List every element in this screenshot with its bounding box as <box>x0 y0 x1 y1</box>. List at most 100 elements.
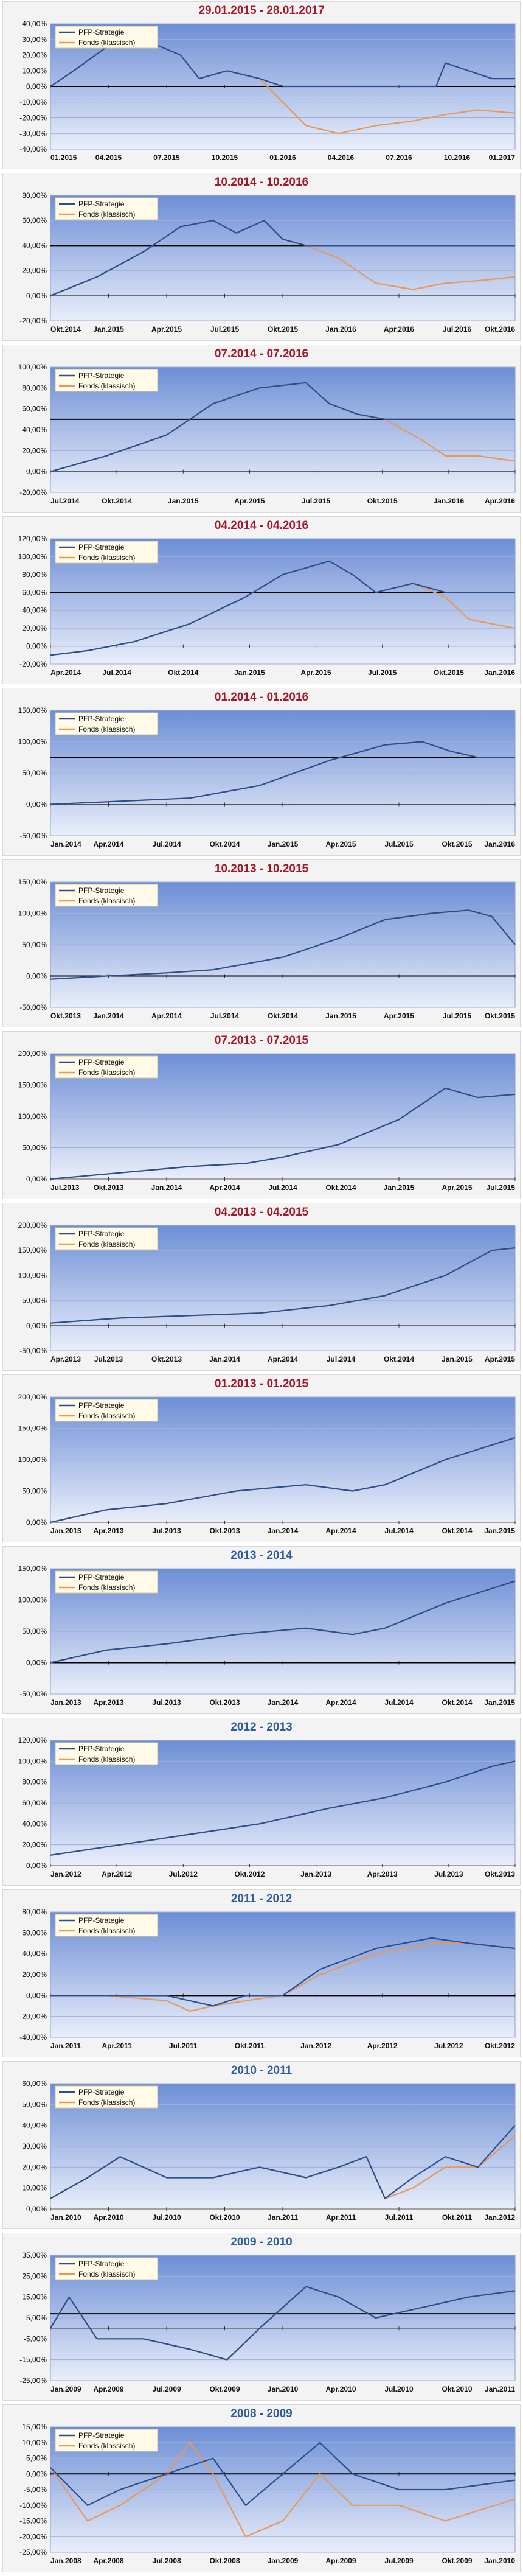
y-tick-label: -15,00% <box>19 2356 47 2364</box>
x-tick-label: Jan.2010 <box>268 2385 299 2393</box>
x-tick-label: Jul.2010 <box>152 2213 181 2222</box>
x-tick-label: Okt.2012 <box>234 1870 265 1878</box>
y-tick-label: 0,00% <box>26 1518 47 1527</box>
x-tick-label: Apr.2012 <box>367 2042 398 2050</box>
chart-panel: 2008 - 2009 -25,00% -20,00% -15,00% -10,00% -… <box>2 2404 521 2572</box>
y-tick-label: 40,00% <box>22 425 47 434</box>
legend-label: PFP-Strategie <box>78 715 125 723</box>
x-tick-label: Apr.2008 <box>93 2557 123 2565</box>
x-tick-label: Jan.2015 <box>484 1527 515 1535</box>
chart-title: 2008 - 2009 <box>230 2407 293 2420</box>
legend: PFP-Strategie Fonds (klassisch) <box>55 1742 158 1765</box>
y-tick-label: -10,00% <box>19 98 47 107</box>
legend: PFP-Strategie Fonds (klassisch) <box>55 369 158 392</box>
legend-label: PFP-Strategie <box>78 1573 125 1581</box>
y-tick-label: 120,00% <box>18 535 47 543</box>
x-tick-label: Jan.2014 <box>268 1527 299 1535</box>
series-line <box>50 382 515 472</box>
x-tick-label: Jan.2015 <box>234 668 265 677</box>
chart-svg: 0,00% 50,00% 100,00% 150,00% 200,00% Jan.2013… <box>18 1393 516 1535</box>
x-tick-label: Apr.2014 <box>325 1527 356 1535</box>
x-tick-label: Jul.2015 <box>368 668 397 677</box>
x-tick-label: Apr.2015 <box>325 840 356 849</box>
x-tick-label: Apr.2009 <box>93 2385 123 2393</box>
y-tick-label: 0,00% <box>26 800 47 809</box>
x-tick-label: Jan.2011 <box>485 2385 515 2393</box>
legend: PFP-Strategie Fonds (klassisch) <box>55 884 158 907</box>
x-tick-label: Jan.2016 <box>484 840 515 849</box>
chart-title: 07.2013 - 07.2015 <box>214 1034 309 1047</box>
x-tick-label: Jul.2015 <box>384 840 414 849</box>
legend: PFP-Strategie Fonds (klassisch) <box>55 541 158 564</box>
chart-title: 01.2013 - 01.2015 <box>214 1377 309 1390</box>
x-tick-label: Okt.2008 <box>209 2557 240 2565</box>
y-tick-label: 0,00% <box>26 1861 47 1870</box>
x-tick-label: Okt.2015 <box>485 1012 515 1020</box>
y-tick-label: 0,00% <box>26 972 47 981</box>
x-tick-label: Okt.2009 <box>442 2557 472 2565</box>
y-tick-label: 100,00% <box>18 552 47 561</box>
x-tick-label: 10.2015 <box>212 153 238 162</box>
legend: PFP-Strategie Fonds (klassisch) <box>55 197 158 220</box>
legend-box <box>55 26 158 49</box>
x-tick-label: Jan.2012 <box>484 2213 515 2222</box>
x-tick-label: Jan.2015 <box>268 840 299 849</box>
series-line <box>50 2441 516 2538</box>
legend-box <box>55 541 158 564</box>
x-tick-label: Jan.2013 <box>50 1698 81 1707</box>
y-tick-label: 50,00% <box>22 1487 47 1496</box>
chart-title: 01.2014 - 01.2016 <box>214 691 309 704</box>
y-tick-label: 120,00% <box>18 1737 47 1745</box>
x-tick-label: Jan.2015 <box>325 1012 356 1020</box>
x-tick-label: Jul.2009 <box>152 2385 181 2393</box>
x-tick-label: Jan.2008 <box>50 2557 81 2565</box>
x-tick-label: Okt.2014 <box>442 1698 472 1707</box>
y-tick-label: -20,00% <box>19 660 47 668</box>
chart-panel: 2010 - 2011 0,00% 10,00% 20,00% 30,00% 40,00%… <box>2 2061 521 2229</box>
legend-label: Fonds (klassisch) <box>78 38 135 47</box>
chart-panel: 07.2013 - 07.2015 0,00% 50,00% 100,00% 150,0… <box>2 1031 521 1199</box>
chart-title: 10.2013 - 10.2015 <box>214 863 309 875</box>
x-tick-label: Okt.2016 <box>485 325 515 334</box>
x-tick-label: Jan.2012 <box>50 1870 81 1878</box>
series-line <box>50 2124 516 2199</box>
y-tick-label: -50,00% <box>19 831 47 840</box>
y-tick-label: -20,00% <box>19 317 47 325</box>
legend-label: Fonds (klassisch) <box>78 2098 135 2107</box>
x-tick-label: Jul.2014 <box>210 1012 240 1020</box>
x-tick-label: Apr.2016 <box>384 325 414 334</box>
legend-label: Fonds (klassisch) <box>78 1068 135 1077</box>
x-tick-label: Apr.2013 <box>93 1527 123 1535</box>
y-tick-label: 100,00% <box>18 738 47 746</box>
chart-panel: 10.2013 - 10.2015 -50,00% 0,00% 50,00% 100,0… <box>2 859 521 1027</box>
x-tick-label: Apr.2012 <box>102 1870 132 1878</box>
legend-box <box>55 2257 158 2280</box>
legend-label: PFP-Strategie <box>78 1230 125 1238</box>
y-tick-label: 60,00% <box>22 216 47 225</box>
x-tick-label: Okt.2015 <box>268 325 298 334</box>
x-tick-label: Jan.2013 <box>50 1527 81 1535</box>
x-tick-label: Okt.2013 <box>209 1527 240 1535</box>
x-tick-label: Okt.2013 <box>485 1870 515 1878</box>
legend-label: Fonds (klassisch) <box>78 1583 135 1592</box>
y-tick-label: 100,00% <box>18 1455 47 1464</box>
y-tick-label: 20,00% <box>22 624 47 632</box>
legend-label: PFP-Strategie <box>78 2259 125 2268</box>
chart-svg: 0,00% 20,00% 40,00% 60,00% 80,00% 100,00% 120,… <box>18 1737 516 1878</box>
x-tick-label: Jan.2010 <box>50 2213 81 2222</box>
x-tick-label: Okt.2015 <box>442 840 472 849</box>
x-tick-label: Jul.2014 <box>327 1355 356 1363</box>
legend-label: Fonds (klassisch) <box>78 1240 135 1248</box>
legend-label: Fonds (klassisch) <box>78 2270 135 2278</box>
y-tick-label: 100,00% <box>18 363 47 371</box>
series-line <box>50 220 515 296</box>
legend-label: PFP-Strategie <box>78 1058 125 1066</box>
legend: PFP-Strategie Fonds (klassisch) <box>55 1227 158 1250</box>
series-line <box>50 1247 516 1324</box>
y-tick-label: 0,00% <box>26 2469 47 2478</box>
y-tick-label: 0,00% <box>26 292 47 300</box>
x-tick-label: Jan.2014 <box>50 840 81 849</box>
y-tick-label: -20,00% <box>19 488 47 497</box>
chart-panel: 10.2014 - 10.2016 -20,00% 0,00% 20,00% 40,00… <box>2 173 521 341</box>
x-tick-label: Okt.2015 <box>367 497 398 505</box>
